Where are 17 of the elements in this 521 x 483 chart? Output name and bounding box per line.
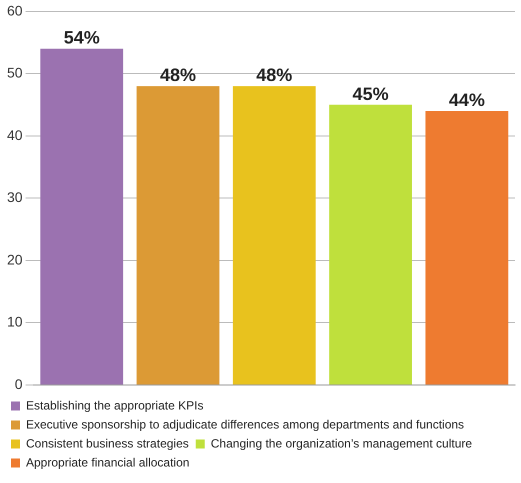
data-label: 54%: [64, 28, 100, 48]
data-label: 44%: [448, 90, 485, 110]
data-label: 48%: [256, 65, 292, 86]
legend-label: Consistent business strategies: [26, 436, 189, 450]
data-label: 48%: [160, 65, 196, 86]
data-label: 45%: [352, 84, 389, 104]
y-tick-label: 50: [6, 64, 23, 81]
legend-label: Appropriate financial allocation: [26, 455, 190, 470]
y-tick-label: 10: [6, 314, 23, 330]
legend-label: Establishing the appropriate KPIs: [26, 398, 204, 412]
legend-label: Changing the organization’s management culture: [210, 436, 472, 450]
y-tick-label: 0: [14, 376, 23, 392]
y-tick-label: 30: [6, 189, 23, 206]
y-tick-label: 20: [6, 251, 23, 268]
y-tick-label: 60: [6, 2, 23, 18]
y-tick-label: 40: [6, 126, 23, 143]
legend-label: Executive sponsorship to adjudicate differences among departments and functions: [26, 417, 464, 432]
